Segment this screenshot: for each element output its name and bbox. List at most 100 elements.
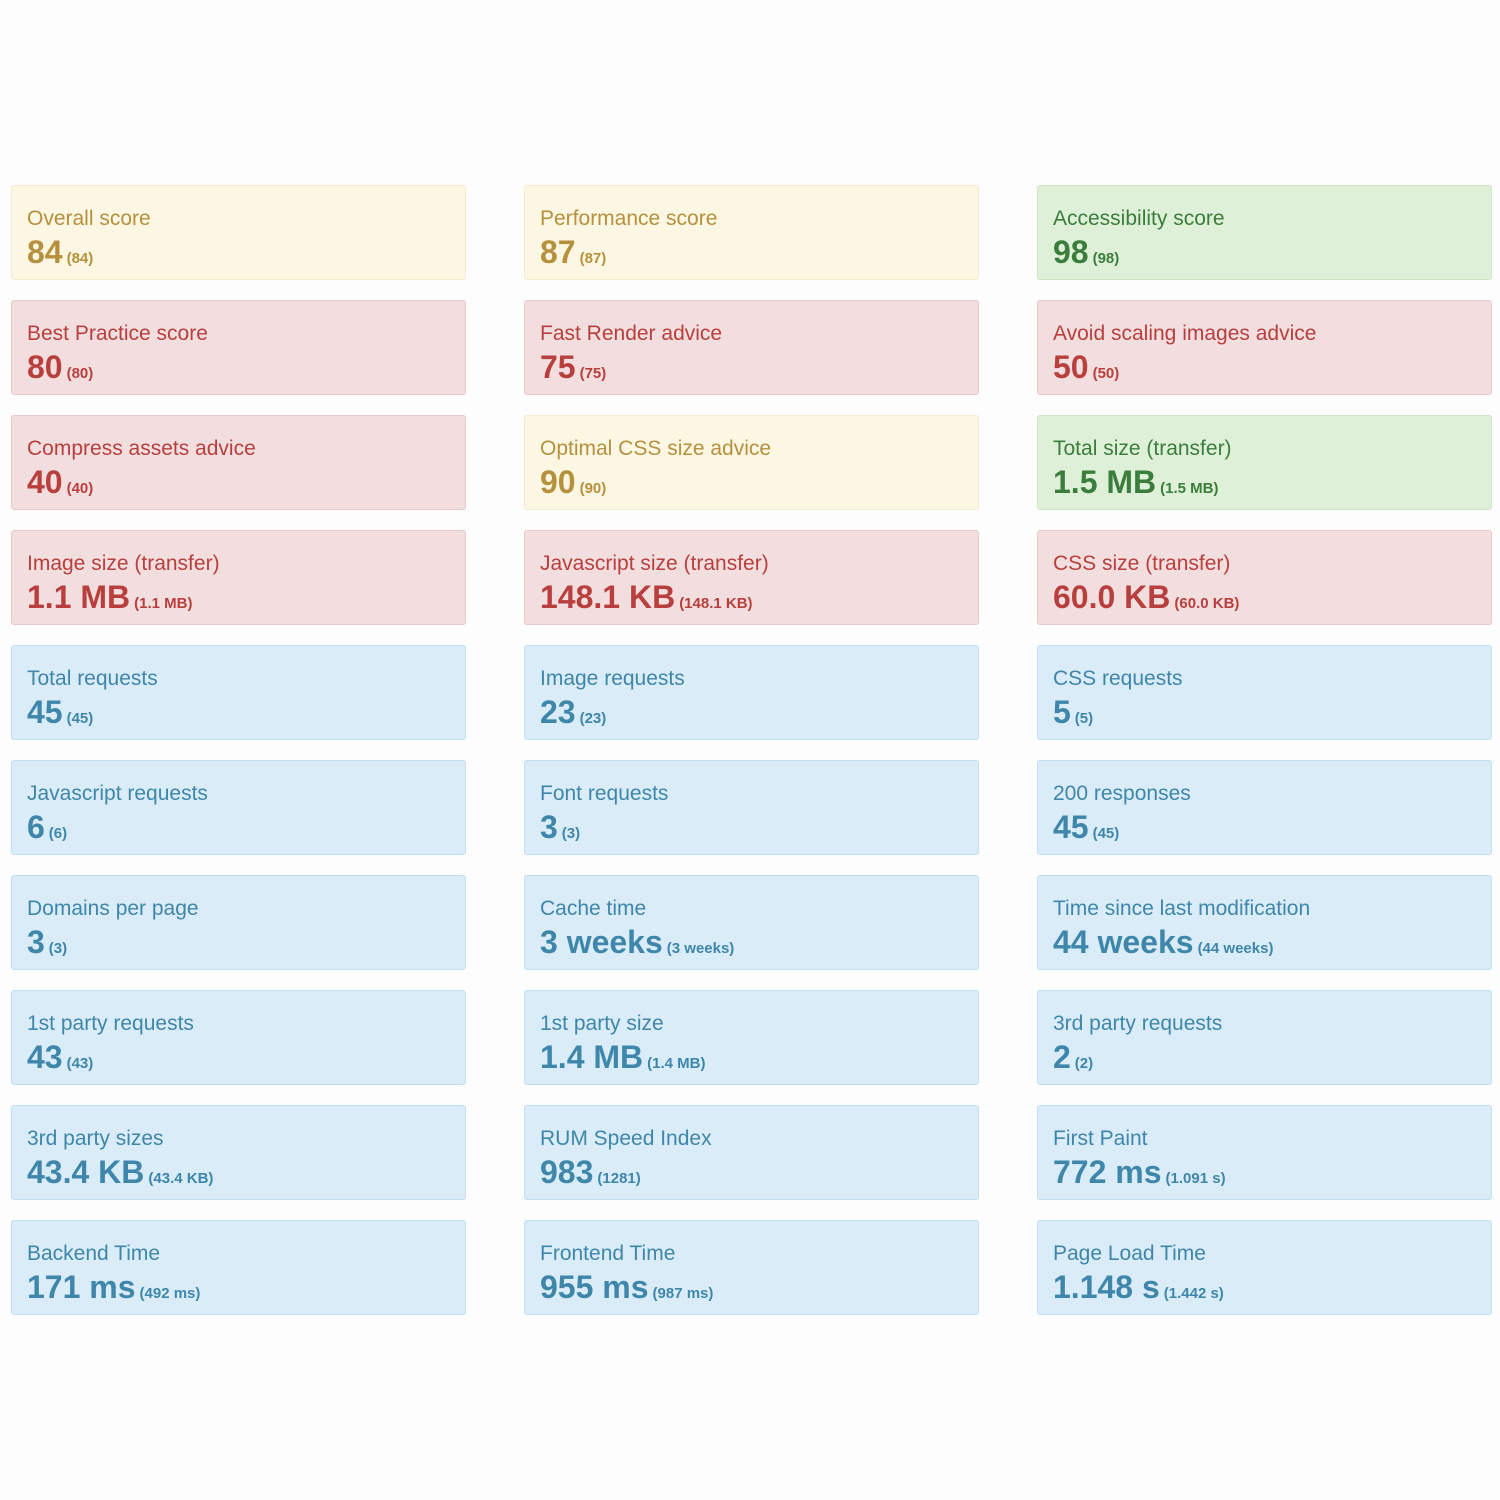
metric-value-line: 6 (6) <box>27 810 451 844</box>
metric-secondary-value: (3) <box>48 940 68 957</box>
metric-value-line: 171 ms (492 ms) <box>27 1270 451 1304</box>
metric-value: 171 ms <box>27 1269 136 1305</box>
metric-value: 148.1 KB <box>540 579 676 615</box>
metric-value: 23 <box>540 694 576 730</box>
metric-secondary-value: (90) <box>579 480 607 497</box>
metric-card: 200 responses 45 (45) <box>1037 760 1492 855</box>
metric-label: CSS size (transfer) <box>1053 552 1231 575</box>
metric-secondary-value: (43.4 KB) <box>148 1170 214 1187</box>
metric-secondary-value: (1.442 s) <box>1163 1285 1224 1302</box>
metric-value-line: 87 (87) <box>540 235 964 269</box>
metric-value: 3 <box>27 924 45 960</box>
metric-secondary-value: (2) <box>1074 1055 1094 1072</box>
metric-label: Overall score <box>27 207 151 230</box>
metric-value: 3 <box>540 809 558 845</box>
metric-value: 983 <box>540 1154 594 1190</box>
metric-value-line: 23 (23) <box>540 695 964 729</box>
metric-label: Fast Render advice <box>540 322 723 345</box>
metric-label: 1st party size <box>540 1012 664 1035</box>
metric-secondary-value: (23) <box>579 710 607 727</box>
metric-value: 3 weeks <box>540 924 663 960</box>
metric-value-line: 60.0 KB (60.0 KB) <box>1053 580 1477 614</box>
metric-card: Backend Time 171 ms (492 ms) <box>11 1220 466 1315</box>
metric-secondary-value: (40) <box>66 480 94 497</box>
metric-value: 43.4 KB <box>27 1154 145 1190</box>
metric-label: Page Load Time <box>1053 1242 1206 1265</box>
metric-value-line: 3 (3) <box>27 925 451 959</box>
metric-value: 60.0 KB <box>1053 579 1171 615</box>
metric-value-line: 1.5 MB (1.5 MB) <box>1053 465 1477 499</box>
metric-card: CSS size (transfer) 60.0 KB (60.0 KB) <box>1037 530 1492 625</box>
metric-label: Image requests <box>540 667 685 690</box>
metric-value: 1.1 MB <box>27 579 131 615</box>
metric-label: First Paint <box>1053 1127 1148 1150</box>
metric-card: Domains per page 3 (3) <box>11 875 466 970</box>
metric-value-line: 1.4 MB (1.4 MB) <box>540 1040 964 1074</box>
metric-secondary-value: (1.5 MB) <box>1160 480 1219 497</box>
metric-value-line: 40 (40) <box>27 465 451 499</box>
metric-card: Image size (transfer) 1.1 MB (1.1 MB) <box>11 530 466 625</box>
metric-card: Best Practice score 80 (80) <box>11 300 466 395</box>
metric-value: 84 <box>27 234 63 270</box>
metric-value: 2 <box>1053 1039 1071 1075</box>
metric-secondary-value: (84) <box>66 250 94 267</box>
metric-label: CSS requests <box>1053 667 1183 690</box>
metric-value: 44 weeks <box>1053 924 1194 960</box>
metric-value-line: 75 (75) <box>540 350 964 384</box>
metric-secondary-value: (6) <box>48 825 68 842</box>
metric-card: RUM Speed Index 983 (1281) <box>524 1105 979 1200</box>
metric-value: 955 ms <box>540 1269 649 1305</box>
metric-value-line: 45 (45) <box>27 695 451 729</box>
metric-label: 3rd party requests <box>1053 1012 1223 1035</box>
metric-value-line: 3 (3) <box>540 810 964 844</box>
metric-value-line: 44 weeks (44 weeks) <box>1053 925 1477 959</box>
metric-card: Total requests 45 (45) <box>11 645 466 740</box>
metric-value: 6 <box>27 809 45 845</box>
metric-secondary-value: (75) <box>579 365 607 382</box>
metric-value-line: 983 (1281) <box>540 1155 964 1189</box>
metric-card: Fast Render advice 75 (75) <box>524 300 979 395</box>
metric-value-line: 148.1 KB (148.1 KB) <box>540 580 964 614</box>
metric-value-line: 772 ms (1.091 s) <box>1053 1155 1477 1189</box>
metric-label: Total requests <box>27 667 158 690</box>
metric-label: Avoid scaling images advice <box>1053 322 1317 345</box>
metric-card: Frontend Time 955 ms (987 ms) <box>524 1220 979 1315</box>
metric-card: Javascript size (transfer) 148.1 KB (148.1… <box>524 530 979 625</box>
metric-value: 40 <box>27 464 63 500</box>
metric-value-line: 45 (45) <box>1053 810 1477 844</box>
metric-secondary-value: (45) <box>1092 825 1120 842</box>
metric-card: Avoid scaling images advice 50 (50) <box>1037 300 1492 395</box>
metric-label: Image size (transfer) <box>27 552 220 575</box>
metric-card: 1st party size 1.4 MB (1.4 MB) <box>524 990 979 1085</box>
metric-label: Backend Time <box>27 1242 161 1265</box>
metric-secondary-value: (1.1 MB) <box>134 595 193 612</box>
metric-card: Overall score 84 (84) <box>11 185 466 280</box>
metric-secondary-value: (87) <box>579 250 607 267</box>
metric-secondary-value: (60.0 KB) <box>1174 595 1240 612</box>
metric-card: Accessibility score 98 (98) <box>1037 185 1492 280</box>
metric-label: Accessibility score <box>1053 207 1225 230</box>
metric-value: 90 <box>540 464 576 500</box>
metric-label: 200 responses <box>1053 782 1191 805</box>
metric-card: Image requests 23 (23) <box>524 645 979 740</box>
metric-value: 50 <box>1053 349 1089 385</box>
metric-label: Cache time <box>540 897 647 920</box>
metric-secondary-value: (5) <box>1074 710 1094 727</box>
metric-value-line: 1.1 MB (1.1 MB) <box>27 580 451 614</box>
metric-secondary-value: (148.1 KB) <box>679 595 753 612</box>
metric-value: 1.5 MB <box>1053 464 1157 500</box>
metric-card: 1st party requests 43 (43) <box>11 990 466 1085</box>
metric-value: 75 <box>540 349 576 385</box>
metric-card: Performance score 87 (87) <box>524 185 979 280</box>
metric-secondary-value: (1.091 s) <box>1165 1170 1226 1187</box>
metric-value-line: 955 ms (987 ms) <box>540 1270 964 1304</box>
metric-card: Page Load Time 1.148 s (1.442 s) <box>1037 1220 1492 1315</box>
metric-label: Javascript requests <box>27 782 208 805</box>
metric-value: 87 <box>540 234 576 270</box>
metric-value: 45 <box>27 694 63 730</box>
metric-label: Best Practice score <box>27 322 208 345</box>
metric-value: 45 <box>1053 809 1089 845</box>
metric-label: Total size (transfer) <box>1053 437 1232 460</box>
metric-value: 1.4 MB <box>540 1039 644 1075</box>
metric-value-line: 90 (90) <box>540 465 964 499</box>
